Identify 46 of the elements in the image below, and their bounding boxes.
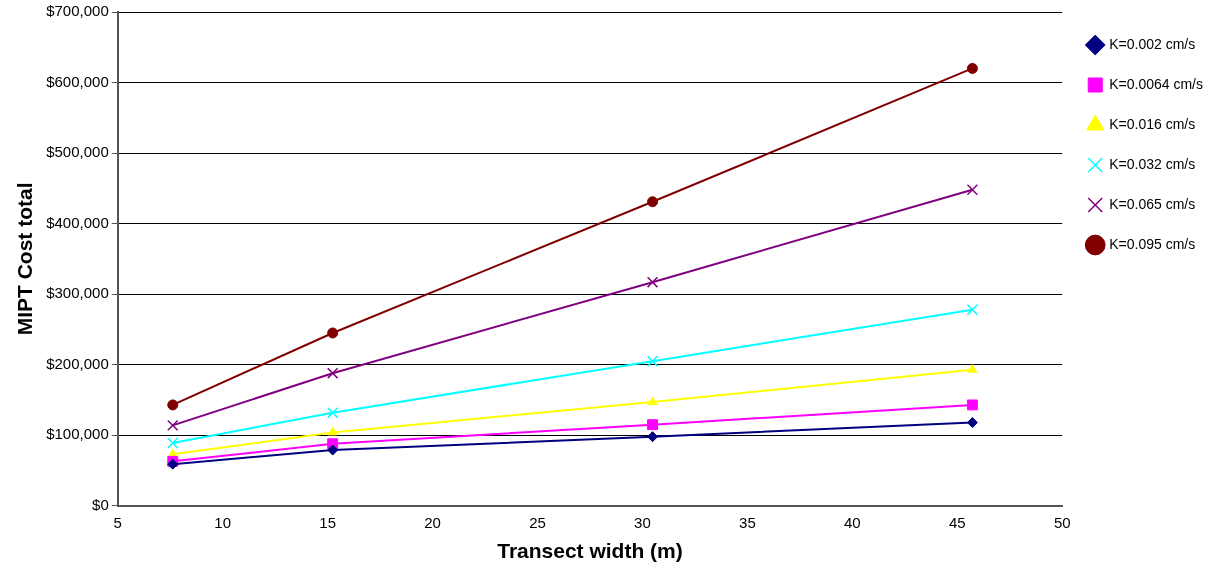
point <box>327 444 339 456</box>
point <box>647 396 658 406</box>
y-tick-label: $400,000 <box>46 213 109 231</box>
point <box>326 406 339 419</box>
y-tick-label: $700,000 <box>46 2 109 20</box>
point <box>167 437 179 449</box>
point <box>167 399 179 411</box>
x-tick-label: 30 <box>634 513 651 531</box>
x-tick-label: 35 <box>739 513 756 531</box>
point <box>966 184 979 196</box>
legend-label: K=0.016 cm/s <box>1109 115 1196 132</box>
legend-label: K=0.002 cm/s <box>1109 35 1196 52</box>
point <box>647 431 659 443</box>
point <box>646 276 659 288</box>
point <box>327 426 338 436</box>
x-tick-label: 40 <box>844 513 861 531</box>
point <box>327 327 339 339</box>
point <box>167 419 179 432</box>
y-tick-label: $500,000 <box>46 143 109 161</box>
point <box>966 62 978 74</box>
x-tick-label: 50 <box>1053 513 1071 531</box>
point <box>967 364 978 373</box>
x-tick-label: 25 <box>529 513 546 531</box>
legend-label: K=0.095 cm/s <box>1109 235 1196 252</box>
y-tick-label: $200,000 <box>46 354 109 372</box>
point <box>326 367 339 379</box>
x-tick-label: 15 <box>319 513 336 531</box>
point <box>966 303 979 316</box>
point <box>646 355 659 367</box>
point <box>647 196 659 208</box>
x-tick-label: 10 <box>214 513 232 531</box>
y-tick-label: $600,000 <box>46 72 109 90</box>
legend-label: K=0.0064 cm/s <box>1109 75 1204 92</box>
x-tick-label: 20 <box>424 513 441 531</box>
point <box>966 417 978 429</box>
y-tick-label: $300,000 <box>46 284 109 302</box>
legend-label: K=0.032 cm/s <box>1109 155 1196 172</box>
y-axis-title: MIPT Cost total <box>13 182 37 336</box>
x-tick-label: 45 <box>948 513 966 531</box>
y-tick-label: $100,000 <box>46 425 109 443</box>
x-tick-label: 5 <box>113 513 122 531</box>
point <box>647 419 658 431</box>
x-axis-title: Transect width (m) <box>497 539 683 563</box>
point <box>966 399 978 411</box>
y-tick-label: $0 <box>92 495 109 513</box>
legend-label: K=0.065 cm/s <box>1109 195 1196 212</box>
